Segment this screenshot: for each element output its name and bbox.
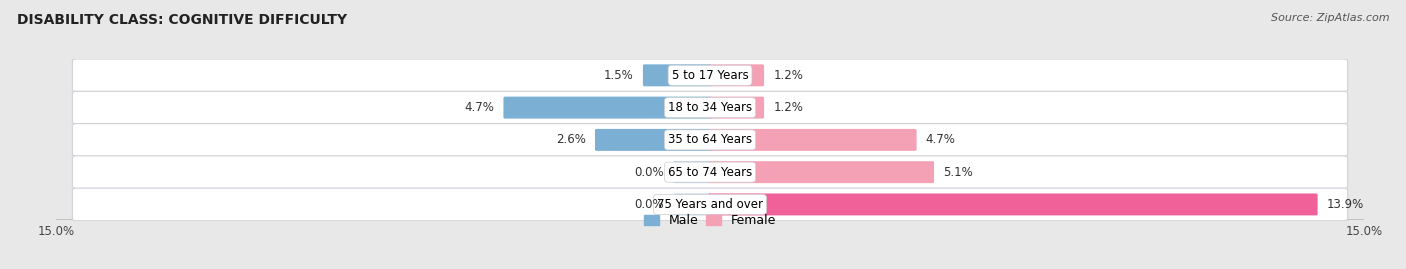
- Legend: Male, Female: Male, Female: [644, 214, 776, 227]
- Text: 4.7%: 4.7%: [464, 101, 495, 114]
- FancyBboxPatch shape: [72, 91, 1348, 124]
- Text: 65 to 74 Years: 65 to 74 Years: [668, 166, 752, 179]
- Text: Source: ZipAtlas.com: Source: ZipAtlas.com: [1271, 13, 1389, 23]
- FancyBboxPatch shape: [709, 129, 917, 151]
- FancyBboxPatch shape: [72, 59, 1348, 92]
- Text: 35 to 64 Years: 35 to 64 Years: [668, 133, 752, 146]
- Text: 1.2%: 1.2%: [773, 101, 803, 114]
- FancyBboxPatch shape: [709, 193, 1317, 215]
- Text: 0.0%: 0.0%: [634, 166, 664, 179]
- FancyBboxPatch shape: [673, 193, 711, 215]
- FancyBboxPatch shape: [709, 161, 934, 183]
- Text: 75 Years and over: 75 Years and over: [657, 198, 763, 211]
- Text: 18 to 34 Years: 18 to 34 Years: [668, 101, 752, 114]
- Text: DISABILITY CLASS: COGNITIVE DIFFICULTY: DISABILITY CLASS: COGNITIVE DIFFICULTY: [17, 13, 347, 27]
- FancyBboxPatch shape: [72, 156, 1348, 189]
- FancyBboxPatch shape: [673, 161, 711, 183]
- FancyBboxPatch shape: [643, 64, 711, 86]
- FancyBboxPatch shape: [503, 97, 711, 119]
- Text: 5.1%: 5.1%: [943, 166, 973, 179]
- FancyBboxPatch shape: [72, 188, 1348, 221]
- Text: 2.6%: 2.6%: [555, 133, 586, 146]
- Text: 5 to 17 Years: 5 to 17 Years: [672, 69, 748, 82]
- Text: 1.5%: 1.5%: [605, 69, 634, 82]
- Text: 0.0%: 0.0%: [634, 198, 664, 211]
- FancyBboxPatch shape: [709, 97, 763, 119]
- FancyBboxPatch shape: [595, 129, 711, 151]
- FancyBboxPatch shape: [709, 64, 763, 86]
- Text: 1.2%: 1.2%: [773, 69, 803, 82]
- Text: 13.9%: 13.9%: [1327, 198, 1364, 211]
- FancyBboxPatch shape: [72, 123, 1348, 156]
- Text: 4.7%: 4.7%: [925, 133, 956, 146]
